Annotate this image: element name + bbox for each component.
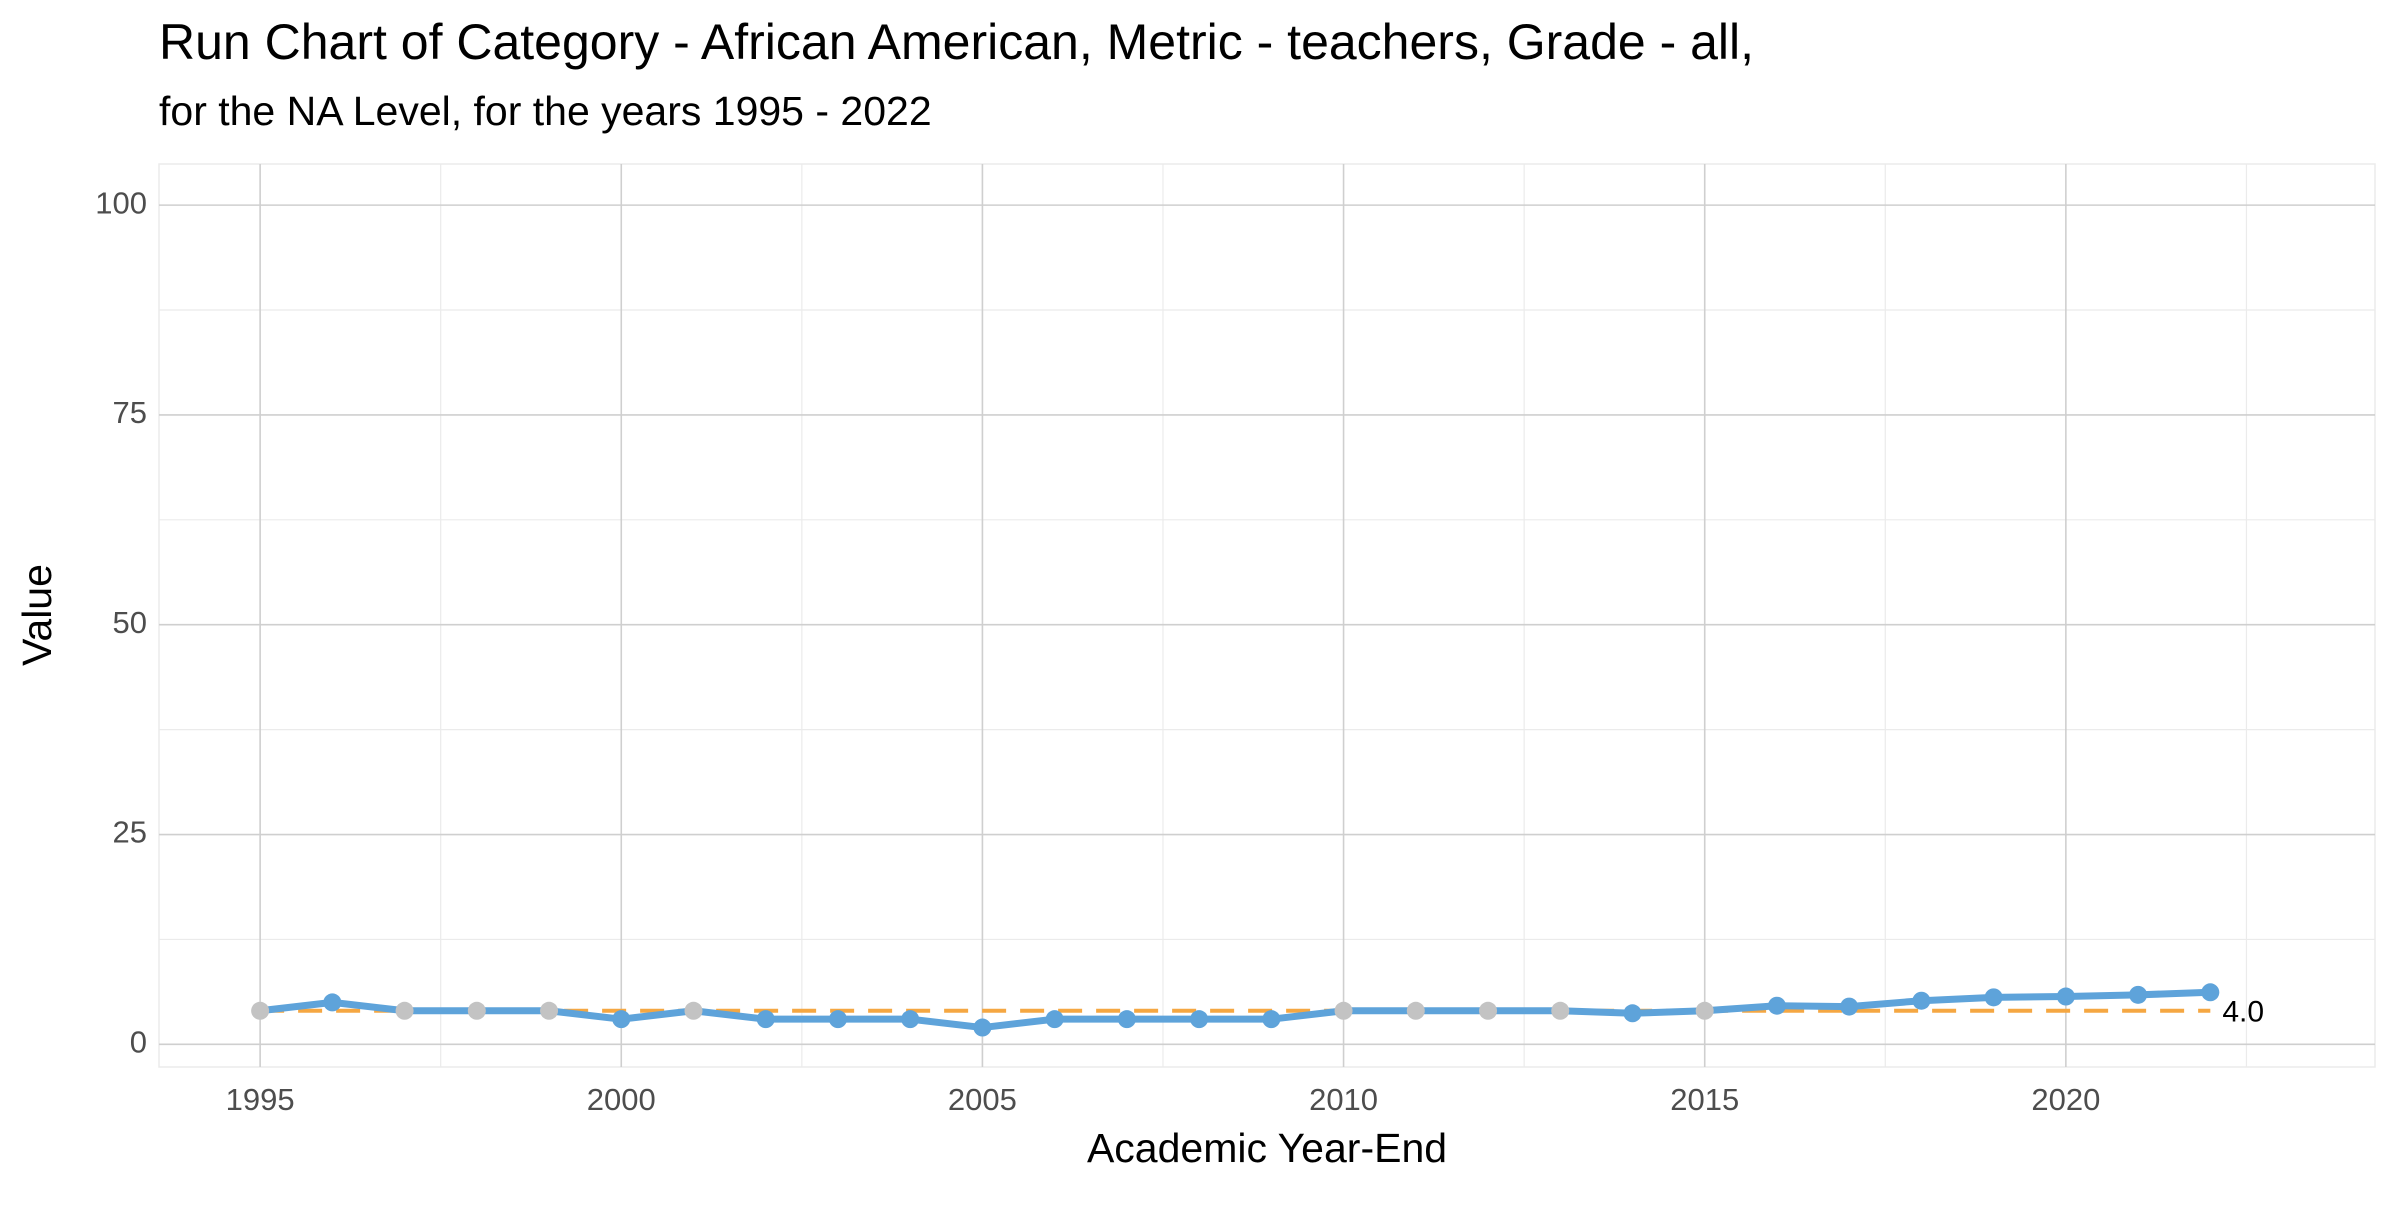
point <box>1551 1001 1570 1020</box>
x-tick-label: 2015 <box>1670 1082 1739 1117</box>
point <box>1623 1004 1642 1023</box>
point <box>901 1010 920 1029</box>
x-tick-label: 1995 <box>226 1082 295 1117</box>
y-axis-title: Value <box>14 564 60 666</box>
x-tick-label: 2005 <box>948 1082 1017 1117</box>
point <box>1117 1010 1136 1029</box>
x-tick-label: 2020 <box>2031 1082 2100 1117</box>
y-tick-label: 50 <box>113 605 147 640</box>
point <box>2201 983 2220 1002</box>
point <box>684 1001 703 1020</box>
chart-title: Run Chart of Category - African American… <box>159 14 1754 70</box>
y-tick-label: 100 <box>95 185 147 220</box>
point <box>2129 985 2148 1004</box>
point <box>1479 1001 1498 1020</box>
point <box>251 1001 270 1020</box>
point <box>1767 996 1786 1015</box>
y-tick-label: 0 <box>130 1025 147 1060</box>
point <box>1984 988 2003 1007</box>
point <box>1262 1010 1281 1029</box>
point <box>1912 991 1931 1010</box>
median-label: 4.0 <box>2222 996 2264 1029</box>
x-tick-label: 2010 <box>1309 1082 1378 1117</box>
point <box>1695 1001 1714 1020</box>
point <box>973 1018 992 1037</box>
point <box>323 993 342 1012</box>
chart-subtitle: for the NA Level, for the years 1995 - 2… <box>159 88 932 134</box>
point <box>1190 1010 1209 1029</box>
y-tick-label: 75 <box>113 395 147 430</box>
point <box>1840 997 1859 1016</box>
point <box>1045 1010 1064 1029</box>
point <box>828 1010 847 1029</box>
point <box>1334 1001 1353 1020</box>
point <box>756 1010 775 1029</box>
point <box>395 1001 414 1020</box>
point <box>1406 1001 1425 1020</box>
point <box>2056 987 2075 1006</box>
x-axis-title: Academic Year-End <box>1087 1125 1447 1171</box>
point <box>467 1001 486 1020</box>
point <box>540 1001 559 1020</box>
line <box>259 988 2211 1032</box>
panel-border <box>158 163 2376 1068</box>
point <box>612 1010 631 1029</box>
y-tick-label: 25 <box>113 815 147 850</box>
x-tick-label: 2000 <box>587 1082 656 1117</box>
